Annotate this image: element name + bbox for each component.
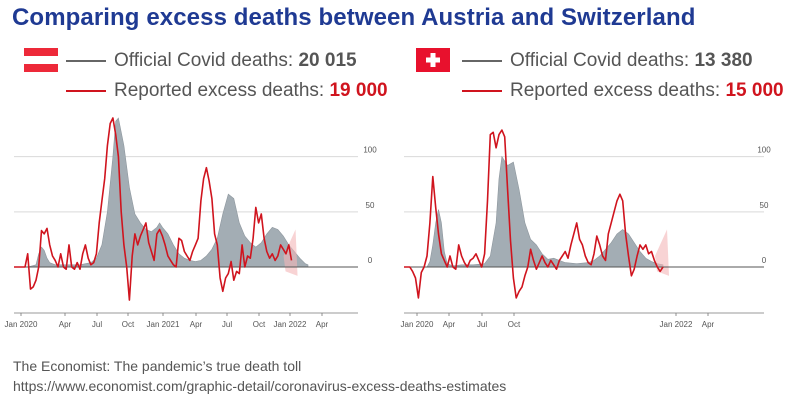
official-swatch — [66, 60, 106, 62]
x-tick-label: Jan 2020 — [5, 320, 38, 329]
x-tick-label: Jul — [477, 320, 487, 329]
x-tick-label: Jul — [92, 320, 102, 329]
x-tick-label: Apr — [190, 320, 203, 329]
x-tick-label: Jan 2021 — [147, 320, 180, 329]
official-label: Official Covid deaths: — [114, 50, 294, 71]
y-tick-label: 100 — [363, 146, 377, 155]
excess-label: Reported excess deaths: — [114, 80, 325, 101]
y-tick-label: 50 — [366, 201, 375, 210]
chart-switzerland: 100 50 0 Jan 2020 Apr Jul Oct Jan 2022 Apr — [401, 129, 771, 329]
excess-swatch — [462, 90, 502, 92]
excess-uncertainty-band — [655, 229, 670, 276]
legend-row-excess: Reported excess deaths: 19 000 — [66, 76, 388, 106]
excess-deaths-line — [404, 129, 664, 299]
legend-row-excess: Reported excess deaths: 15 000 — [462, 76, 784, 106]
swiss-flag-icon — [416, 48, 450, 72]
y-tick-label: 0 — [762, 256, 767, 265]
x-tick-label: Apr — [316, 320, 329, 329]
excess-deaths-line — [14, 117, 293, 301]
y-tick-label: 0 — [368, 256, 373, 265]
excess-swatch — [66, 90, 106, 92]
x-tick-label: Oct — [508, 320, 521, 329]
x-tick-label: Jan 2022 — [274, 320, 307, 329]
x-tick-label: Apr — [59, 320, 72, 329]
official-value: 20 015 — [298, 50, 357, 71]
x-tick-label: Oct — [253, 320, 266, 329]
x-tick-label: Oct — [122, 320, 135, 329]
official-deaths-area — [14, 117, 309, 268]
legend-austria: Official Covid deaths: 20 015 Reported e… — [66, 46, 388, 106]
y-tick-label: 100 — [757, 146, 771, 155]
source-note: The Economist: The pandemic’s true death… — [13, 356, 506, 396]
official-value: 13 380 — [694, 50, 753, 71]
x-tick-label: Jul — [222, 320, 232, 329]
official-label: Official Covid deaths: — [510, 50, 690, 71]
excess-label: Reported excess deaths: — [510, 80, 721, 101]
x-tick-label: Jan 2022 — [660, 320, 693, 329]
austria-flag-icon — [24, 48, 58, 72]
official-swatch — [462, 60, 502, 62]
source-url: https://www.economist.com/graphic-detail… — [13, 378, 507, 394]
excess-value: 15 000 — [725, 80, 784, 101]
legend-row-official: Official Covid deaths: 20 015 — [66, 46, 388, 76]
y-tick-label: 50 — [760, 201, 769, 210]
source-title: The Economist: The pandemic’s true death… — [13, 358, 302, 374]
page-title: Comparing excess deaths between Austria … — [12, 4, 696, 31]
x-tick-label: Apr — [702, 320, 715, 329]
excess-value: 19 000 — [329, 80, 388, 101]
legend-switzerland: Official Covid deaths: 13 380 Reported e… — [462, 46, 784, 106]
x-tick-label: Apr — [443, 320, 456, 329]
chart-austria: 100 50 0 Jan 2020 Apr Jul Oct Jan 2021 Apr Jul Oct… — [5, 117, 377, 329]
x-tick-label: Jan 2020 — [401, 320, 434, 329]
legend-row-official: Official Covid deaths: 13 380 — [462, 46, 784, 76]
